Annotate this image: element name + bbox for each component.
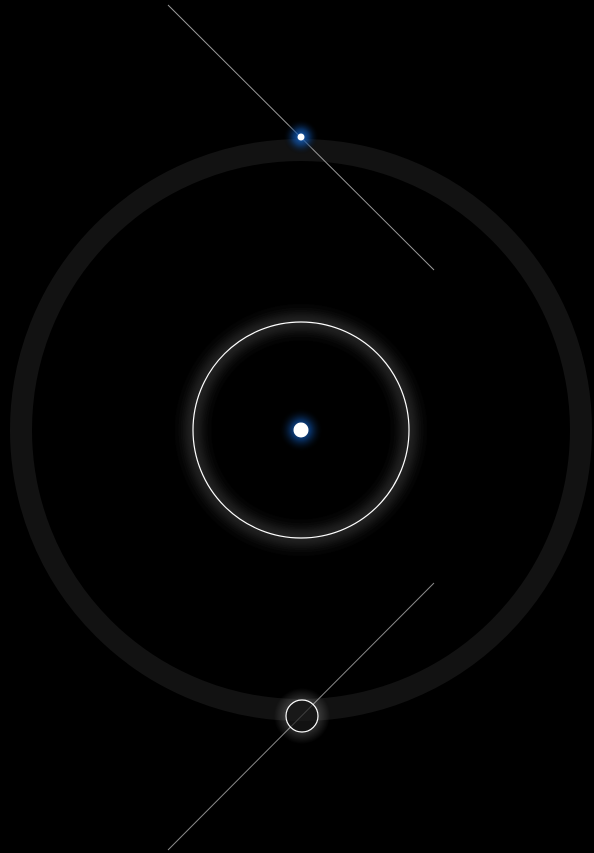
target[interactable] bbox=[286, 700, 318, 732]
page bbox=[0, 0, 594, 853]
center-planet bbox=[294, 423, 309, 438]
satellite bbox=[298, 134, 305, 141]
game-canvas bbox=[0, 0, 594, 853]
